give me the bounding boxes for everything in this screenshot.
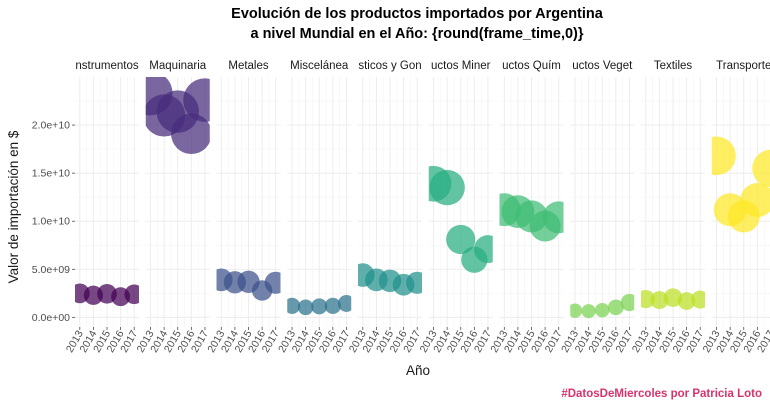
panel-gridlines	[75, 77, 139, 327]
data-point	[324, 297, 341, 314]
data-point	[752, 149, 770, 187]
panel-points	[499, 193, 564, 242]
panel-points	[428, 165, 493, 273]
chart-title-line-1: Evolución de los productos importados po…	[231, 6, 604, 22]
panel-gridlines	[641, 77, 705, 327]
facet-strip-label: nstrumentos	[75, 60, 139, 72]
facet-strip-label: uctos Veget	[572, 60, 633, 72]
data-point	[608, 299, 624, 316]
data-point	[740, 183, 770, 218]
y-tick-label: 1.0e+10	[32, 216, 70, 228]
panel-points	[287, 294, 352, 316]
data-point	[570, 303, 583, 318]
facet-strip-label: Maquinaria	[149, 60, 206, 72]
y-tick-label: 5.0e+09	[32, 264, 70, 276]
data-point	[264, 271, 281, 294]
y-tick-label: 0.0e+00	[32, 312, 70, 324]
facet-strip-label: uctos Miner	[431, 60, 491, 72]
data-point	[429, 169, 465, 206]
facet-strip-label: Metales	[228, 60, 269, 72]
data-point	[474, 235, 493, 264]
y-axis: 0.0e+00 5.0e+09 1.0e+10 1.5e+10 2.0e+10	[32, 120, 75, 324]
panel-points	[358, 263, 422, 296]
panel-points	[570, 293, 635, 319]
panel-gridlines	[287, 77, 352, 327]
data-point	[581, 304, 596, 319]
data-point	[311, 298, 328, 315]
data-point	[677, 292, 696, 310]
panel-points	[216, 268, 281, 301]
data-point	[171, 113, 210, 155]
facet-strip-label: uctos Quím	[502, 60, 561, 72]
panel-gridlines	[570, 77, 635, 327]
y-tick-label: 2.0e+10	[32, 120, 70, 132]
data-point	[595, 302, 610, 318]
facet-strip-label: Textiles	[654, 60, 693, 72]
chart-title-line-2: a nivel Mundial en el Año: {round(frame_…	[250, 26, 583, 42]
data-point	[711, 136, 736, 176]
chart-caption: #DatosDeMiercoles por Patricia Loto	[561, 388, 762, 400]
x-axis-title: Año	[406, 363, 430, 378]
data-point	[124, 284, 139, 305]
panel-gridlines	[499, 77, 564, 327]
panel-points	[711, 136, 770, 233]
data-point	[663, 288, 683, 308]
facet-panels: nstrumentos20132014201520162017Maquinari…	[64, 60, 770, 355]
data-point	[620, 293, 635, 312]
data-point	[287, 297, 301, 314]
data-point	[183, 78, 210, 122]
data-point	[297, 299, 314, 316]
y-axis-title: Valor de importación en $	[6, 130, 21, 283]
data-point	[446, 224, 476, 255]
panel-points	[145, 77, 210, 155]
y-tick-label: 1.5e+10	[32, 168, 70, 180]
data-point	[337, 294, 352, 312]
panel-points	[75, 283, 139, 307]
facet-strip-label: Miscelánea	[290, 60, 349, 72]
facet-strip-label: Transporte	[716, 60, 770, 72]
panel-points	[641, 288, 705, 310]
data-point	[542, 201, 564, 234]
data-point	[691, 290, 705, 309]
data-point	[406, 271, 422, 294]
facet-strip-label: sticos y Gon	[358, 60, 421, 72]
